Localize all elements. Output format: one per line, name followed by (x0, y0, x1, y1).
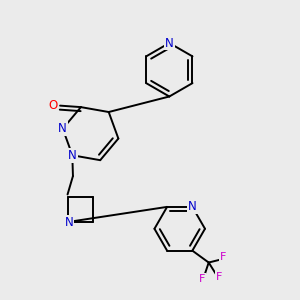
Text: N: N (58, 122, 67, 135)
Text: N: N (165, 37, 174, 50)
Text: N: N (188, 200, 197, 213)
Text: N: N (68, 149, 77, 162)
Text: O: O (48, 99, 57, 112)
Text: F: F (198, 274, 205, 284)
Text: F: F (220, 252, 226, 262)
Text: F: F (216, 272, 222, 282)
Text: N: N (65, 216, 74, 229)
